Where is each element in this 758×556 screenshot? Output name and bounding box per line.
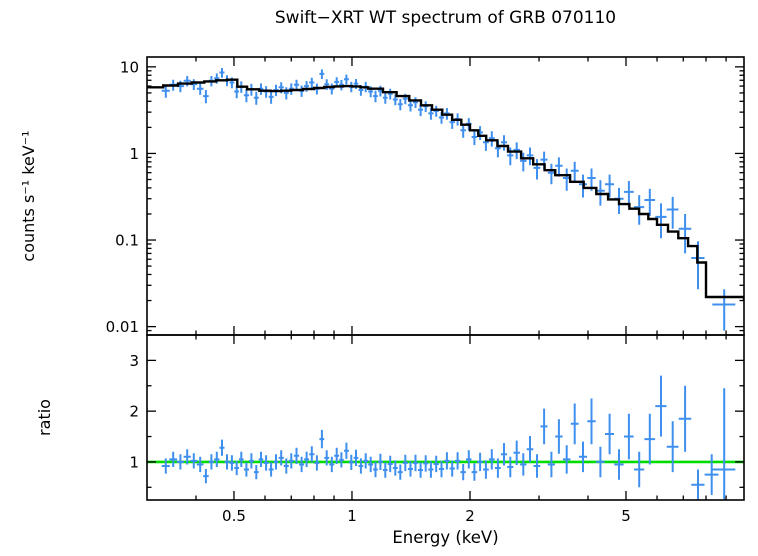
ratio-panel-data: [147, 375, 744, 500]
svg-text:1: 1: [129, 453, 139, 471]
spectrum-data-errorbars: [161, 68, 736, 331]
top-panel-ticks: [147, 57, 744, 335]
x-tick-labels: 0.5 1 2 5: [222, 507, 631, 525]
svg-text:2: 2: [465, 507, 475, 525]
top-panel-ytick-labels: 0.01 0.1 1 10: [106, 58, 139, 336]
svg-text:10: 10: [120, 58, 139, 76]
top-panel-data: [147, 68, 744, 331]
figure-title: Swift−XRT WT spectrum of GRB 070110: [274, 8, 617, 28]
ratio-panel-ticks: [147, 335, 744, 500]
model-line: [147, 78, 744, 301]
y-axis-label-ratio: ratio: [35, 399, 54, 436]
svg-text:1: 1: [347, 507, 357, 525]
svg-text:2: 2: [129, 403, 139, 421]
x-axis-label: Energy (keV): [392, 528, 498, 547]
svg-text:1: 1: [129, 145, 139, 163]
svg-text:3: 3: [129, 352, 139, 370]
top-panel-frame: [146, 56, 745, 336]
ratio-panel-ytick-labels: 1 2 3: [129, 352, 139, 472]
svg-text:0.5: 0.5: [222, 507, 246, 525]
svg-text:0.1: 0.1: [115, 232, 139, 250]
svg-text:0.01: 0.01: [106, 318, 139, 336]
ratio-data-errorbars: [161, 375, 736, 500]
y-axis-label-counts: counts s⁻¹ keV⁻¹: [19, 130, 38, 261]
ratio-panel-frame: [146, 334, 745, 501]
svg-text:5: 5: [621, 507, 631, 525]
